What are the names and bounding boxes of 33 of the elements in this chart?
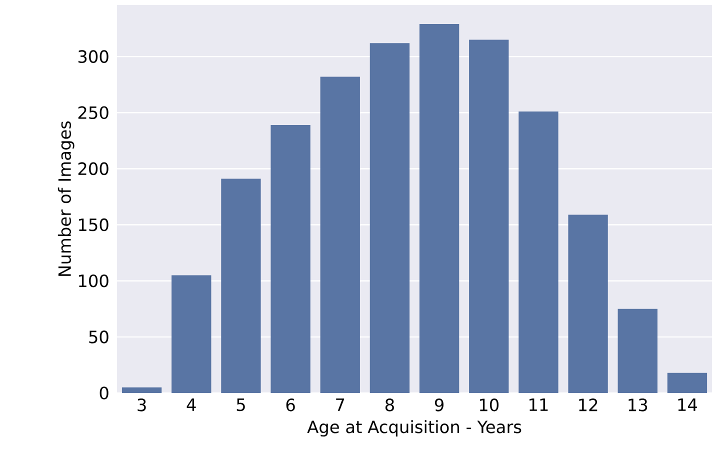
x-tick-label: 4: [186, 398, 196, 411]
bar: [618, 308, 658, 393]
x-tick-label: 8: [385, 398, 394, 412]
y-tick-label: 0: [100, 386, 108, 400]
x-tick-label: 11: [530, 398, 548, 411]
x-tick-label: 6: [286, 398, 295, 412]
bar: [568, 214, 608, 393]
bar: [320, 76, 360, 393]
y-tick-label: 50: [89, 330, 108, 344]
y-tick-label: 300: [78, 50, 108, 63]
x-tick-label: 12: [579, 398, 598, 412]
bar: [419, 24, 460, 393]
x-tick-label: 9: [434, 398, 444, 412]
x-tick-label: 14: [678, 398, 698, 411]
y-tick-label: 100: [79, 274, 108, 288]
bar: [469, 40, 509, 393]
bar: [122, 387, 162, 393]
y-tick-label: 250: [78, 106, 108, 120]
bar: [172, 275, 212, 393]
y-axis-title: Number of Images: [58, 121, 74, 276]
x-axis-title: Age at Acquisition - Years: [307, 420, 522, 437]
y-tick-label: 200: [78, 162, 108, 176]
x-tick-label: 3: [138, 398, 146, 412]
bar: [667, 372, 708, 393]
bar: [518, 112, 558, 393]
x-tick-label: 13: [628, 398, 648, 412]
bar: [221, 178, 261, 393]
bar: [370, 43, 410, 393]
y-tick-label: 150: [79, 218, 108, 232]
x-tick-label: 10: [480, 398, 499, 412]
bar: [270, 124, 310, 393]
x-tick-label: 7: [336, 398, 344, 411]
x-tick-label: 5: [236, 398, 245, 412]
